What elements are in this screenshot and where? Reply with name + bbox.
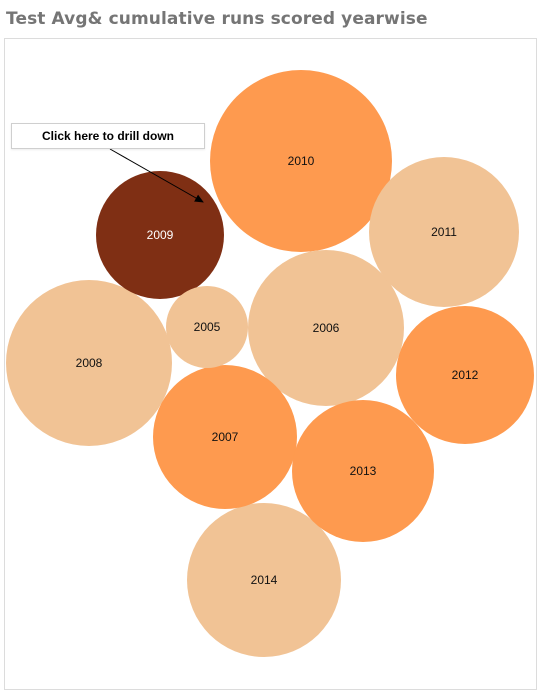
bubble-2005[interactable]: 2005 [166, 286, 248, 368]
bubble-label-2012: 2012 [452, 368, 479, 382]
bubble-2010[interactable]: 2010 [210, 70, 392, 252]
bubble-2012[interactable]: 2012 [396, 306, 534, 444]
bubble-2008[interactable]: 2008 [6, 280, 172, 446]
bubble-label-2006: 2006 [313, 321, 340, 335]
bubble-label-2005: 2005 [194, 320, 221, 334]
bubble-label-2011: 2011 [431, 225, 457, 239]
bubble-2013[interactable]: 2013 [292, 400, 434, 542]
bubble-label-2009: 2009 [147, 228, 174, 242]
bubble-label-2013: 2013 [350, 464, 377, 478]
bubble-label-2014: 2014 [251, 573, 278, 587]
bubble-2009[interactable]: 2009 [96, 171, 224, 299]
bubble-2014[interactable]: 2014 [187, 503, 341, 657]
bubble-2011[interactable]: 2011 [369, 157, 519, 307]
bubble-label-2007: 2007 [212, 430, 239, 444]
drill-down-callout-text: Click here to drill down [42, 129, 174, 143]
bubble-label-2010: 2010 [288, 154, 315, 168]
drill-down-callout[interactable]: Click here to drill down [11, 123, 205, 149]
bubble-label-2008: 2008 [76, 356, 103, 370]
bubbles-layer: 2010 2008 2014 2006 2011 2007 2013 2012 2009 2005 [6, 70, 534, 657]
bubble-2007[interactable]: 2007 [153, 365, 297, 509]
